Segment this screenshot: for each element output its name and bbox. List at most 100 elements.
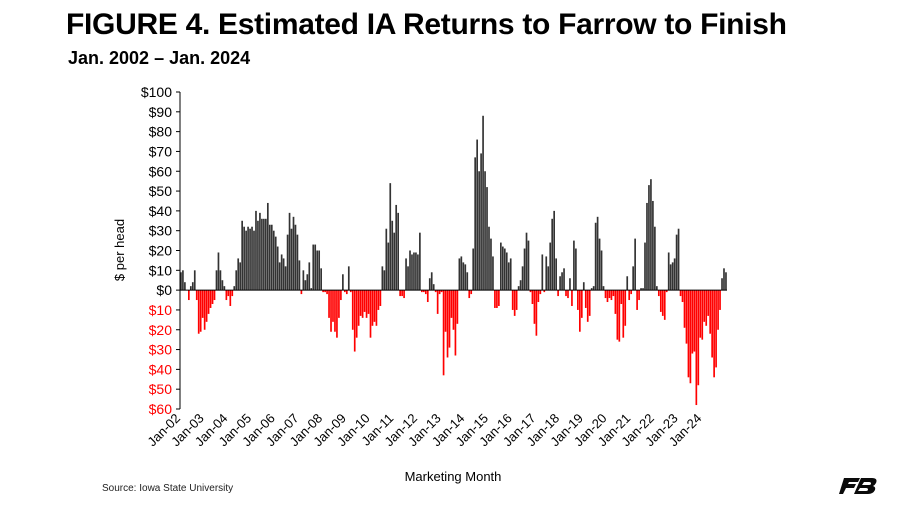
bar-negative [369, 290, 372, 338]
bar-negative [691, 290, 694, 354]
bar-positive [466, 272, 469, 291]
bar-negative [344, 290, 346, 293]
bar-positive [545, 256, 548, 291]
bar-negative [328, 290, 330, 318]
bar-positive [247, 226, 249, 291]
bar-negative [399, 290, 401, 297]
bar-negative [606, 290, 609, 303]
y-tick-label: $30 [149, 342, 173, 358]
bar-negative [657, 290, 660, 297]
bar-positive [492, 256, 494, 291]
bar-positive [644, 242, 646, 291]
bar-positive [582, 282, 585, 291]
bar-positive [217, 252, 220, 291]
y-tick-label: $10 [149, 302, 173, 318]
bar-positive [642, 288, 644, 291]
bar-positive [640, 288, 642, 291]
fb-logo-icon [838, 476, 880, 501]
bar-negative [357, 290, 360, 326]
bar-negative [620, 290, 623, 304]
bar-positive [592, 286, 595, 291]
bar-positive [233, 286, 236, 291]
bar-positive [654, 226, 656, 291]
bar-negative [571, 290, 573, 306]
bar-negative [188, 290, 190, 301]
bar-negative [687, 290, 690, 378]
bar-negative [446, 290, 449, 358]
bar-positive [563, 268, 565, 291]
bar-positive [650, 179, 652, 291]
x-axis-label: Marketing Month [405, 469, 502, 484]
bar-negative [537, 290, 540, 303]
bar-positive [274, 236, 277, 291]
bar-positive [383, 270, 386, 291]
bar-negative [683, 290, 686, 328]
bar-positive [241, 220, 243, 291]
chart-title: FIGURE 4. Estimated IA Returns to Farrow… [66, 8, 787, 41]
bar-negative [693, 290, 696, 352]
y-tick-label: $60 [149, 401, 173, 417]
bar-negative [630, 290, 633, 295]
bar-positive [675, 234, 678, 291]
bar-negative [434, 290, 437, 293]
y-tick-label: $60 [149, 163, 173, 179]
bar-negative [351, 290, 354, 330]
bar-positive [302, 270, 305, 291]
bar-negative [579, 290, 581, 332]
bar-negative [324, 290, 326, 293]
bar-positive [417, 254, 419, 291]
bar-positive [677, 228, 680, 291]
bar-positive [600, 250, 603, 291]
chart-subtitle: Jan. 2002 – Jan. 2024 [68, 48, 251, 68]
bar-negative [586, 290, 589, 322]
bar-negative [349, 290, 352, 293]
bar-negative [628, 290, 631, 301]
bar-positive [294, 224, 297, 291]
bar-positive [521, 266, 524, 291]
bar-positive [646, 202, 648, 291]
bar-positive [541, 254, 544, 291]
bar-negative [452, 290, 455, 330]
bar-positive [391, 220, 394, 291]
bar-negative [608, 290, 611, 299]
y-tick-label: $30 [149, 223, 173, 239]
bar-negative [213, 290, 216, 301]
bar-positive [553, 210, 555, 291]
bar-positive [648, 185, 650, 291]
bar-positive [428, 278, 431, 291]
bar-positive [219, 270, 222, 291]
bar-positive [223, 286, 226, 291]
bar-positive [509, 258, 512, 291]
bar-negative [699, 290, 702, 338]
bar-negative [695, 290, 698, 406]
bar-negative [498, 290, 500, 306]
bar-positive [243, 226, 245, 291]
bar-negative [456, 290, 459, 324]
bar-negative [622, 290, 625, 338]
bar-positive [296, 234, 299, 291]
bar-negative [332, 290, 334, 322]
bar-positive [490, 238, 492, 291]
bar-negative [336, 290, 338, 338]
y-tick-label: $90 [149, 104, 173, 120]
bar-negative [442, 290, 445, 376]
bar-negative [565, 290, 567, 297]
y-axis-label: $ per head [112, 219, 127, 281]
bar-positive [259, 212, 261, 291]
y-tick-label: $10 [149, 262, 173, 278]
bar-positive [547, 266, 550, 291]
bar-negative [494, 290, 496, 308]
y-tick-label: $20 [149, 243, 173, 259]
bar-positive [478, 171, 480, 291]
bar-negative [604, 290, 607, 299]
bar-positive [318, 250, 321, 291]
bar-negative [403, 290, 405, 299]
bar-negative [470, 290, 473, 295]
bar-positive [182, 270, 184, 291]
bar-negative [614, 290, 617, 314]
bar-positive [312, 244, 315, 291]
bar-positive [316, 250, 319, 291]
bar-negative [717, 290, 719, 330]
bar-negative [454, 290, 457, 356]
bar-positive [472, 248, 475, 291]
